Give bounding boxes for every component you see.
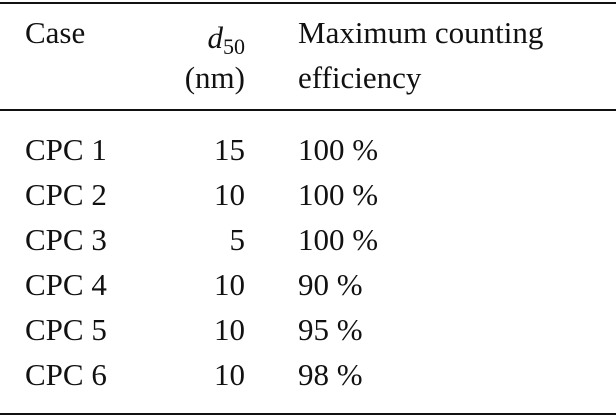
cell-d50: 10 <box>214 357 245 392</box>
cell-d50: 10 <box>214 267 245 302</box>
cell-efficiency: 100 % <box>298 177 379 212</box>
cell-case: CPC 4 <box>25 267 107 302</box>
header-case: Case <box>25 15 86 50</box>
cell-case: CPC 3 <box>25 222 107 257</box>
header-d50-unit: (nm) <box>184 60 245 95</box>
cell-case: CPC 2 <box>25 177 107 212</box>
cell-efficiency: 100 % <box>298 222 379 257</box>
cell-case: CPC 6 <box>25 357 107 392</box>
cell-d50: 15 <box>214 132 245 167</box>
cell-efficiency: 100 % <box>298 132 379 167</box>
mid-rule <box>0 109 616 111</box>
cell-efficiency: 90 % <box>298 267 363 302</box>
cell-case: CPC 1 <box>25 132 107 167</box>
header-efficiency-line1: Maximum counting <box>298 15 544 50</box>
d50-subscript: 50 <box>223 34 245 59</box>
top-rule <box>0 2 616 4</box>
cell-efficiency: 98 % <box>298 357 363 392</box>
cell-d50: 5 <box>229 222 246 257</box>
cell-d50: 10 <box>214 177 245 212</box>
header-d50: d50 <box>208 20 246 65</box>
header-efficiency-line2: efficiency <box>298 60 422 95</box>
bottom-rule <box>0 413 616 415</box>
cell-efficiency: 95 % <box>298 312 363 347</box>
cell-d50: 10 <box>214 312 245 347</box>
d50-symbol: d <box>207 20 224 55</box>
cell-case: CPC 5 <box>25 312 107 347</box>
